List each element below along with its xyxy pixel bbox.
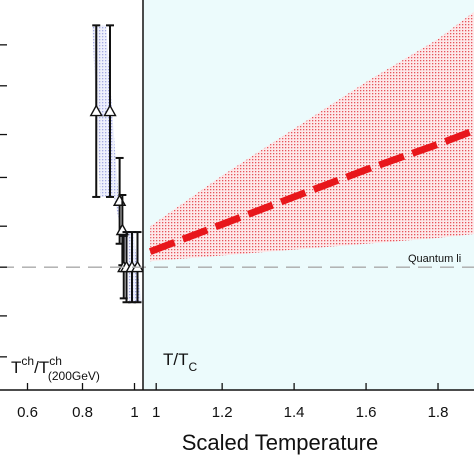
left-x-tick-label-1: 0.6 xyxy=(17,404,38,421)
right-panel-label: T/TC xyxy=(163,350,198,374)
right-uncertainty-band xyxy=(150,11,474,262)
triangle-marker xyxy=(103,104,117,117)
left-uncertainty-band xyxy=(92,25,142,303)
x-ticks: 0.6 0.8 1 1 1.2 1.4 1.6 1.8 xyxy=(17,383,448,421)
right-x-tick-label-5: 1.8 xyxy=(428,404,449,421)
left-x-tick-label-3: 1 xyxy=(130,404,138,421)
x-axis-title: Scaled Temperature xyxy=(182,430,379,455)
right-x-tick-label-3: 1.4 xyxy=(284,404,305,421)
right-x-tick-label-4: 1.6 xyxy=(356,404,377,421)
left-panel xyxy=(0,0,145,390)
triangle-marker xyxy=(89,104,103,117)
left-data-points xyxy=(89,24,145,304)
data-point-2 xyxy=(103,24,117,198)
right-panel xyxy=(143,0,474,390)
right-x-tick-label-2: 1.2 xyxy=(212,404,233,421)
right-series-line xyxy=(148,127,474,255)
right-x-tick-label-1: 1 xyxy=(152,404,160,421)
left-panel-label: Tch/Tch (200GeV) xyxy=(11,354,100,383)
data-point-1 xyxy=(89,24,103,198)
left-band-area xyxy=(92,25,142,303)
left-x-tick-label-2: 0.8 xyxy=(72,404,93,421)
axes-frame xyxy=(0,0,474,391)
y-ticks xyxy=(0,44,7,358)
quantum-limit-label: Quantum li xyxy=(408,253,461,265)
